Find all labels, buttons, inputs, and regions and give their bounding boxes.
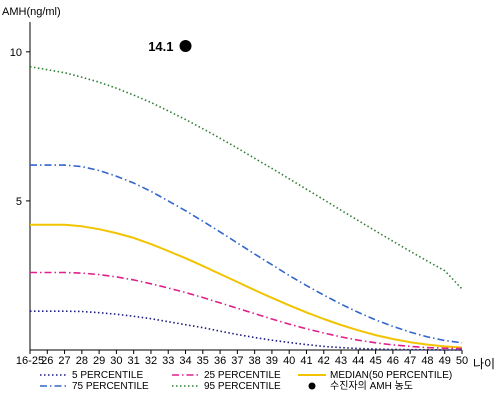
legend-label-25-percentile: 25 PERCENTILE xyxy=(204,370,281,381)
x-tick-label: 44 xyxy=(352,355,364,367)
x-tick-label: 43 xyxy=(335,355,347,367)
x-tick-label: 36 xyxy=(214,355,226,367)
legend-label-patient-amh: 수진자의 AMH 농도 xyxy=(330,380,413,392)
x-tick-label: 35 xyxy=(197,355,209,367)
legend-label-5-percentile: 5 PERCENTILE xyxy=(72,370,143,381)
x-tick-label: 27 xyxy=(58,355,70,367)
x-tick-label: 42 xyxy=(318,355,330,367)
x-tick-label: 47 xyxy=(404,355,416,367)
x-tick-label: 41 xyxy=(300,355,312,367)
series-layer xyxy=(29,65,463,351)
x-tick-label: 49 xyxy=(439,355,451,367)
x-tick-label: 38 xyxy=(249,355,261,367)
x-tick-label: 30 xyxy=(110,355,122,367)
y-axis-title: AMH(ng/ml) xyxy=(2,6,61,18)
x-tick-label: 39 xyxy=(266,355,278,367)
y-tick-label: 10 xyxy=(10,47,22,59)
legend-label-95-percentile: 95 PERCENTILE xyxy=(204,381,281,392)
patient-amh-value-label: 14.1 xyxy=(148,39,173,54)
x-tick-label: 31 xyxy=(128,355,140,367)
legend-label-75-percentile: 75 PERCENTILE xyxy=(72,381,149,392)
x-tick-label: 28 xyxy=(76,355,88,367)
y-tick-label: 5 xyxy=(16,196,22,208)
x-tick-label: 48 xyxy=(421,355,433,367)
patient-amh-marker xyxy=(179,40,192,52)
x-tick-label: 45 xyxy=(369,355,381,367)
x-tick-label: 50 xyxy=(456,355,468,367)
x-tick-label: 34 xyxy=(179,355,191,367)
series-line-95-percentile xyxy=(29,65,463,290)
x-tick-label: 40 xyxy=(283,355,295,367)
x-tick-label: 32 xyxy=(145,355,157,367)
x-tick-label: 26 xyxy=(41,355,53,367)
x-tick-label: 16-25 xyxy=(16,355,44,367)
legend-label-median-50-percentile: MEDIAN(50 PERCENTILE) xyxy=(330,370,452,381)
series-line-median-50-percentile xyxy=(30,223,463,349)
x-tick-label: 33 xyxy=(162,355,174,367)
series-line-25-percentile xyxy=(30,271,463,350)
legend-marker-dot xyxy=(308,382,316,390)
marker-layer: 14.1 xyxy=(148,39,192,54)
legend: 5 PERCENTILE 25 PERCENTILE MEDIAN(50 PERCE… xyxy=(40,370,452,392)
series-line-5-percentile xyxy=(30,310,462,351)
x-axis-title: 나이 xyxy=(473,357,495,371)
x-tick-label: 37 xyxy=(231,355,243,367)
x-tick-label: 29 xyxy=(93,355,105,367)
x-tick-label: 46 xyxy=(387,355,399,367)
series-line-75-percentile xyxy=(30,164,463,344)
